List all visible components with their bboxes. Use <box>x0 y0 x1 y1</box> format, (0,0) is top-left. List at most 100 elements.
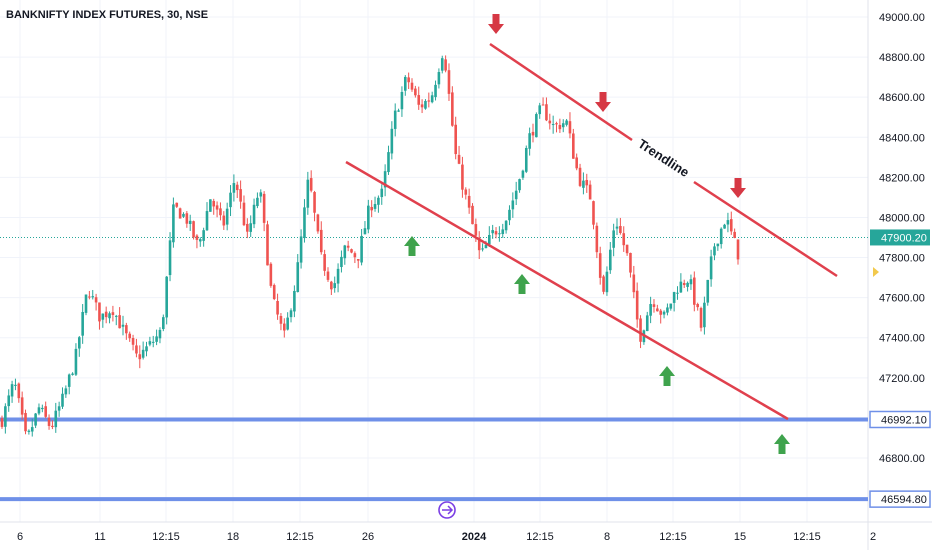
candle-body <box>575 157 578 169</box>
candle-body <box>269 263 273 286</box>
candle-body <box>440 58 444 71</box>
candle-body <box>585 179 589 186</box>
candle-body <box>548 120 552 124</box>
candle-body <box>286 317 289 330</box>
candle-body <box>178 208 182 219</box>
candle-body <box>266 224 269 266</box>
candle-body <box>71 373 74 375</box>
candle-body <box>538 105 542 115</box>
candle-body <box>239 189 242 202</box>
candle-body <box>713 246 716 256</box>
candle-body <box>272 285 276 300</box>
candle-body <box>467 195 471 208</box>
arrow-up-icon <box>514 274 530 294</box>
candle-body <box>252 204 256 225</box>
candle-body <box>598 253 602 278</box>
candle-body <box>676 292 679 294</box>
candle-body <box>649 304 652 316</box>
candle-body <box>202 230 205 241</box>
candle-body <box>350 249 353 253</box>
candle-body <box>535 114 538 138</box>
candle-body <box>242 202 246 226</box>
candle-body <box>20 397 24 415</box>
y-tick-label: 48800.00 <box>879 52 925 64</box>
candle-body <box>457 154 461 164</box>
candle-body <box>615 226 619 229</box>
candle-body <box>377 197 380 205</box>
candle-body <box>494 231 498 235</box>
candle-body <box>259 192 263 197</box>
candle-body <box>121 324 125 327</box>
candle-body <box>733 231 736 238</box>
candle-body <box>518 179 521 191</box>
candle-body <box>188 220 192 225</box>
level-price-label: 46992.10 <box>881 414 927 426</box>
candle-body <box>303 207 306 239</box>
candle-body <box>414 88 417 96</box>
event-icon[interactable] <box>438 501 456 519</box>
candle-body <box>316 214 320 232</box>
level-price-tag <box>869 490 931 508</box>
candle-body <box>175 202 179 207</box>
candle-body <box>370 206 373 211</box>
candle-body <box>625 244 629 254</box>
candle-body <box>165 276 168 318</box>
arrow-down-icon <box>595 92 611 112</box>
candle-body <box>101 313 105 320</box>
candle-body <box>619 226 622 233</box>
x-tick-label: 2 <box>870 531 876 543</box>
candle-body <box>447 70 451 94</box>
candle-body <box>232 183 236 193</box>
candle-body <box>346 245 350 248</box>
candle-body <box>679 281 683 293</box>
level-price-label: 46594.80 <box>881 494 927 506</box>
arrow-up-icon <box>404 236 420 256</box>
candle-body <box>719 228 723 245</box>
candle-body <box>471 205 474 225</box>
candle-body <box>578 167 582 186</box>
candle-body <box>605 271 609 293</box>
candle-body <box>212 200 216 207</box>
candle-body <box>373 204 377 209</box>
candle-body <box>209 199 212 212</box>
candle-body <box>14 384 17 386</box>
candle-body <box>306 179 310 208</box>
candle-body <box>666 307 669 313</box>
level-price-tag <box>869 410 931 429</box>
candle-body <box>383 171 387 188</box>
trendline-label: Trendline <box>635 136 692 180</box>
current-price-tag <box>870 229 930 246</box>
candle-body <box>37 407 41 414</box>
candle-body <box>118 315 121 329</box>
x-tick-label: 12:15 <box>793 531 821 543</box>
candle-body <box>501 229 505 235</box>
candle-body <box>706 279 710 303</box>
candle-body <box>246 223 249 232</box>
y-tick-label: 46800.00 <box>879 453 925 465</box>
candle-body <box>141 349 145 358</box>
candle-body <box>595 225 599 253</box>
candle-body <box>477 237 481 251</box>
candle-body <box>461 164 464 190</box>
x-tick-label: 2024 <box>462 531 487 543</box>
price-scale-marker <box>873 267 879 277</box>
x-tick-label: 8 <box>604 531 610 543</box>
candle-body <box>410 82 414 90</box>
candle-body <box>387 152 390 173</box>
candle-body <box>444 59 447 71</box>
candle-body <box>622 233 626 246</box>
candle-body <box>47 417 51 426</box>
arrow-down-icon <box>730 178 746 198</box>
candle-body <box>602 276 605 292</box>
candle-body <box>427 100 431 102</box>
candle-body <box>545 104 548 121</box>
candle-body <box>27 430 31 432</box>
candle-body <box>363 228 367 235</box>
candle-body <box>145 346 148 352</box>
candle-body <box>340 256 343 268</box>
y-tick-label: 47600.00 <box>879 293 925 305</box>
trendline-lower <box>345 160 789 421</box>
candle-body <box>662 311 666 315</box>
